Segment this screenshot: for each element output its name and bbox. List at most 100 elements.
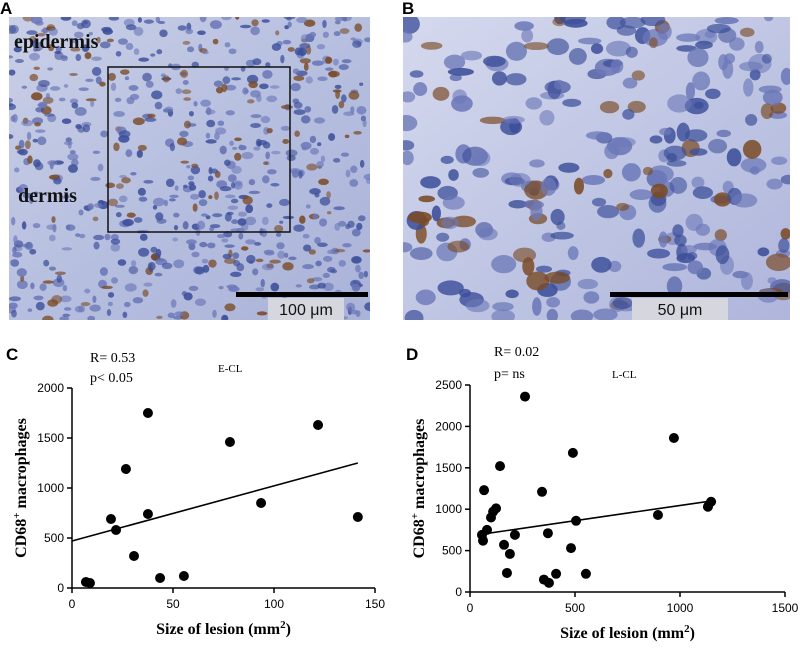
cell xyxy=(622,109,635,120)
y-tick-label: 0 xyxy=(455,585,462,599)
cell xyxy=(49,86,61,91)
cell xyxy=(107,72,116,81)
y-tick-label: 1500 xyxy=(435,461,462,475)
cell xyxy=(526,271,550,291)
point xyxy=(105,514,116,524)
cell xyxy=(449,73,462,82)
cell xyxy=(122,311,128,319)
cell xyxy=(546,38,570,56)
x-axis-label-part: 2 xyxy=(684,623,690,635)
cell xyxy=(224,303,236,312)
cell xyxy=(169,198,176,202)
cell xyxy=(309,31,317,38)
cell xyxy=(63,84,69,88)
cell xyxy=(137,17,142,23)
cell xyxy=(208,167,213,175)
cell xyxy=(558,162,580,173)
point xyxy=(129,551,140,561)
cell xyxy=(275,232,282,237)
cell xyxy=(173,212,180,218)
x-axis-label-part: Size of lesion (mm xyxy=(560,625,685,642)
cell xyxy=(164,106,174,113)
cell xyxy=(113,142,120,152)
cell xyxy=(247,99,255,104)
cell xyxy=(240,246,249,251)
cell xyxy=(362,249,370,253)
point xyxy=(142,408,153,418)
cell xyxy=(10,259,16,264)
cell xyxy=(224,212,232,222)
cell xyxy=(279,220,284,224)
x-axis-label-part: 2 xyxy=(280,619,286,631)
cell xyxy=(325,56,333,64)
point xyxy=(652,509,663,520)
cell xyxy=(206,119,216,128)
cell xyxy=(327,266,336,273)
point xyxy=(491,503,502,514)
cell xyxy=(260,116,271,124)
cell xyxy=(502,115,525,124)
cell xyxy=(691,176,705,189)
cell xyxy=(114,97,122,102)
cell xyxy=(38,79,50,88)
cell xyxy=(287,21,292,28)
point xyxy=(543,577,554,588)
cell xyxy=(12,251,23,258)
cell xyxy=(613,137,636,148)
cell xyxy=(757,247,770,257)
cell xyxy=(162,75,170,83)
point xyxy=(224,437,235,447)
cell xyxy=(765,253,790,272)
x-axis-label: Size of lesion (mm2) xyxy=(560,623,695,642)
cell xyxy=(142,289,149,297)
cell xyxy=(35,106,45,113)
cell xyxy=(420,176,441,189)
cell xyxy=(92,295,97,303)
cell xyxy=(107,198,119,207)
cell xyxy=(353,131,362,135)
cell xyxy=(356,222,363,231)
cell xyxy=(51,295,63,304)
cell xyxy=(303,62,309,71)
cell xyxy=(265,151,270,160)
cell xyxy=(294,130,300,137)
cell xyxy=(523,42,549,51)
cell xyxy=(67,153,79,161)
cell xyxy=(323,255,333,262)
point xyxy=(571,515,582,526)
cell xyxy=(299,58,311,64)
cell xyxy=(136,149,143,158)
cell xyxy=(740,157,767,173)
point xyxy=(142,509,153,519)
cell xyxy=(224,244,235,248)
cell xyxy=(91,56,102,61)
cell xyxy=(310,147,319,155)
cell xyxy=(16,268,27,277)
cell xyxy=(186,123,197,127)
cell xyxy=(581,175,606,186)
cell xyxy=(491,255,517,274)
cell xyxy=(333,58,339,66)
cell xyxy=(603,168,613,179)
cell xyxy=(509,172,531,187)
cell xyxy=(230,181,236,189)
cell xyxy=(187,175,195,181)
cell xyxy=(161,262,173,270)
cell xyxy=(174,311,184,317)
cell xyxy=(17,40,23,44)
y-axis-label-part: macrophages xyxy=(411,419,428,513)
cell xyxy=(351,255,362,264)
cell xyxy=(186,46,195,53)
cell xyxy=(286,154,296,161)
cell xyxy=(137,187,146,196)
cell xyxy=(75,233,81,237)
cell xyxy=(217,234,226,239)
cell xyxy=(96,36,101,44)
cell xyxy=(280,125,291,131)
cell xyxy=(778,238,790,254)
cell xyxy=(288,256,297,261)
cell xyxy=(479,116,506,125)
cell xyxy=(649,37,658,49)
cell xyxy=(197,30,206,35)
